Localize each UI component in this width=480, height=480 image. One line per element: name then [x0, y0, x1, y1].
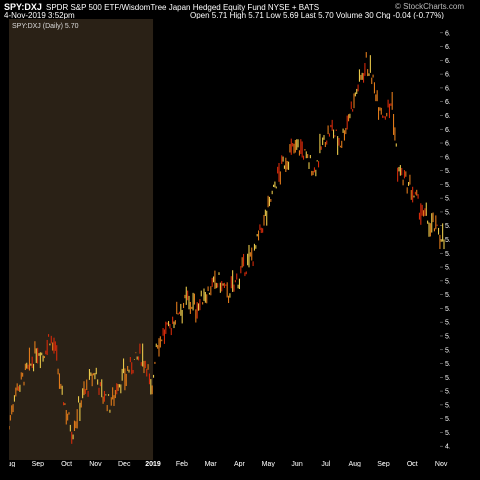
y-tick-label: 4.95 [445, 444, 450, 451]
y-tick-label: 6.10 [445, 127, 450, 134]
y-tick-label: 6.20 [445, 99, 450, 106]
y-tick-label: 6.00 [445, 154, 450, 161]
y-tick-label: 6.25 [445, 85, 450, 92]
y-tick-label: 5.00 [445, 430, 450, 437]
y-tick-label: 5.70 [445, 237, 450, 244]
chart-header: SPY:DXJ SPDR S&P 500 ETF/WisdomTree Japa… [0, 0, 480, 20]
x-tick-label: Aug [9, 461, 15, 467]
quote-date: 4-Nov-2019 3:52pm [4, 11, 75, 20]
ohlc-readout: Open 5.71 High 5.71 Low 5.69 Last 5.70 V… [190, 11, 444, 20]
y-tick-label: 5.15 [445, 389, 450, 396]
x-tick-label: Mar [205, 461, 218, 467]
legend-label: SPY:DXJ (Daily) 5.70 [12, 23, 79, 30]
y-tick-label: 6.35 [445, 58, 450, 65]
x-tick-label: May [262, 461, 276, 467]
y-tick-label: 5.05 [445, 416, 450, 423]
x-tick-label: Oct [407, 461, 418, 467]
y-tick-label: 5.50 [445, 292, 450, 299]
y-tick-label: 5.75 [445, 223, 450, 230]
y-tick-label: 6.30 [445, 72, 450, 79]
x-tick-label: Jul [321, 461, 330, 467]
x-tick-label: Sep [377, 461, 390, 467]
x-tick-label: Apr [234, 461, 246, 467]
y-tick-label: 5.25 [445, 361, 450, 368]
y-tick-label: 5.90 [445, 182, 450, 189]
x-tick-label: Feb [176, 461, 188, 467]
highlight-region [9, 19, 154, 460]
x-tick-label: Jun [291, 461, 302, 467]
y-tick-label: 6.05 [445, 141, 450, 148]
y-tick-label: 5.95 [445, 168, 450, 175]
y-tick-label: 5.65 [445, 251, 450, 258]
y-tick-label: 6.45 [445, 30, 450, 37]
x-tick-label: Aug [348, 461, 361, 467]
chart-panel[interactable]: SPY:DXJ (Daily) 5.70 4.95 5.00 5.05 5.10 5.15… [9, 19, 450, 467]
x-tick-label: Nov [89, 461, 102, 467]
x-tick-label: Sep [32, 461, 45, 467]
y-tick-label: 5.35 [445, 333, 450, 340]
x-tick-label: Oct [61, 461, 72, 467]
y-tick-label: 5.80 [445, 209, 450, 216]
y-tick-label: 5.45 [445, 306, 450, 313]
y-tick-label: 5.60 [445, 265, 450, 272]
x-tick-label: Nov [435, 461, 448, 467]
x-tick-label: 2019 [145, 461, 161, 467]
price-chart[interactable]: SPY:DXJ (Daily) 5.70 4.95 5.00 5.05 5.10 5.15… [9, 19, 450, 467]
y-tick-label: 5.30 [445, 347, 450, 354]
ticker-symbol[interactable]: SPY:DXJ [4, 2, 42, 12]
brand-logo[interactable]: © StockCharts.com [394, 2, 464, 11]
instrument-name: SPDR S&P 500 ETF/WisdomTree Japan Hedged… [46, 3, 320, 12]
x-tick-label: Dec [118, 461, 131, 467]
y-tick-label: 5.20 [445, 375, 450, 382]
y-tick-label: 5.40 [445, 320, 450, 327]
y-tick-label: 5.10 [445, 402, 450, 409]
y-tick-label: 5.55 [445, 278, 450, 285]
y-tick-label: 6.40 [445, 44, 450, 51]
y-tick-label: 5.85 [445, 196, 450, 203]
y-tick-label: 6.15 [445, 113, 450, 120]
